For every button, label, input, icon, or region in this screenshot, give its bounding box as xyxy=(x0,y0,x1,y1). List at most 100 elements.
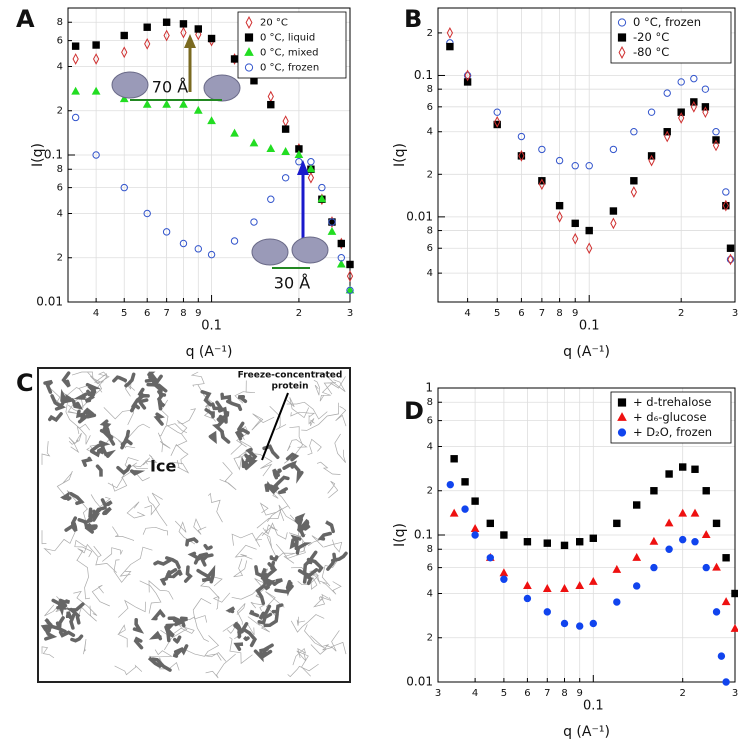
protein-worm xyxy=(264,480,275,494)
protein-worm xyxy=(269,555,279,562)
legend-label: 0 °C, liquid xyxy=(260,33,315,44)
data-point xyxy=(560,541,569,550)
protein-worm xyxy=(103,429,114,440)
data-point xyxy=(486,554,494,562)
ice-crack xyxy=(269,406,287,431)
ice-crack xyxy=(93,545,117,573)
pointer-line xyxy=(261,392,289,461)
data-point xyxy=(560,584,569,592)
protein-worm xyxy=(294,513,306,526)
data-point xyxy=(446,42,454,51)
data-point xyxy=(717,652,726,660)
arrow-head xyxy=(184,34,196,48)
ice-crack xyxy=(313,593,329,608)
protein-worm xyxy=(203,543,213,551)
data-point xyxy=(517,152,526,160)
ice-crack xyxy=(159,657,180,671)
protein-worm xyxy=(83,407,95,417)
annotation: 70 Å xyxy=(152,78,188,97)
protein-worm xyxy=(244,453,253,462)
data-point xyxy=(230,128,239,137)
data-point xyxy=(589,619,597,628)
ice-crack xyxy=(123,378,136,397)
protein-worm xyxy=(257,612,273,625)
ice-crack xyxy=(139,580,162,614)
panel-label: A xyxy=(16,5,35,33)
data-point xyxy=(678,508,688,517)
data-point xyxy=(179,239,188,248)
protein-worm xyxy=(153,412,165,426)
y-tick-label: 2 xyxy=(427,28,433,39)
data-point xyxy=(92,53,100,65)
protein-worm xyxy=(55,616,65,630)
data-point xyxy=(162,18,171,26)
x-tick-label: 3 xyxy=(732,688,738,699)
protein-worm xyxy=(60,492,71,501)
ice-crack xyxy=(144,492,163,516)
protein-worm xyxy=(58,630,76,638)
data-point xyxy=(194,25,202,33)
data-point xyxy=(267,100,275,109)
data-point xyxy=(730,623,738,632)
protein-worm xyxy=(165,627,175,643)
legend-label: + d₆-glucose xyxy=(633,410,707,424)
data-point xyxy=(250,218,258,226)
protein-worm xyxy=(40,623,53,633)
y-tick-label: 2 xyxy=(427,633,433,644)
data-point xyxy=(493,120,501,129)
ice-crack xyxy=(323,376,346,395)
data-point xyxy=(346,270,354,282)
data-point xyxy=(630,186,637,198)
ice-crack xyxy=(121,462,150,482)
ice-crack xyxy=(102,547,123,562)
protein-worm xyxy=(58,598,71,604)
protein-worm xyxy=(204,408,215,419)
protein-worm xyxy=(217,406,228,424)
protein-worm xyxy=(237,622,249,635)
x-tick-label: 5 xyxy=(494,308,500,319)
data-point xyxy=(71,86,81,95)
protein-worm xyxy=(218,410,230,420)
x-tick-label: 7 xyxy=(544,688,550,699)
protein-worm xyxy=(112,375,128,383)
ice-crack xyxy=(142,526,169,536)
ice-crack xyxy=(233,558,248,578)
data-point xyxy=(446,27,454,39)
y-tick-label: 8 xyxy=(57,164,63,175)
ice-crack xyxy=(90,494,111,508)
data-point xyxy=(71,113,80,122)
ice-crack xyxy=(286,401,328,420)
protein-worm xyxy=(133,636,144,650)
ice-crack xyxy=(74,539,93,558)
data-point xyxy=(121,46,128,59)
ice-crack xyxy=(307,438,322,456)
ice-crack xyxy=(323,539,343,553)
ice-crack xyxy=(117,624,128,648)
y-tick-label: 2 xyxy=(57,253,63,264)
ice-crack xyxy=(56,470,73,497)
data-point xyxy=(294,150,304,159)
y-tick-label: 6 xyxy=(427,243,433,254)
protein-worm xyxy=(258,604,272,621)
protein-worm xyxy=(302,559,311,575)
y-tick-label: 4 xyxy=(57,208,63,219)
protein-worm xyxy=(263,579,276,591)
data-point xyxy=(630,177,638,185)
protein-worm xyxy=(61,371,71,388)
data-point xyxy=(538,178,546,191)
ice-crack xyxy=(91,584,110,607)
data-point xyxy=(630,128,638,136)
legend-label: 0 °C, mixed xyxy=(260,48,319,59)
protein-icon xyxy=(203,74,241,102)
ice-crack xyxy=(76,543,98,561)
data-point xyxy=(494,115,501,128)
protein-worm xyxy=(326,552,337,571)
protein-worm xyxy=(100,498,113,508)
protein-worm xyxy=(75,409,87,420)
protein-label: Freeze-concentrated xyxy=(238,371,343,381)
protein-worm xyxy=(270,560,277,572)
data-point xyxy=(92,151,100,159)
data-point xyxy=(346,286,354,295)
ice-crack xyxy=(330,630,347,655)
